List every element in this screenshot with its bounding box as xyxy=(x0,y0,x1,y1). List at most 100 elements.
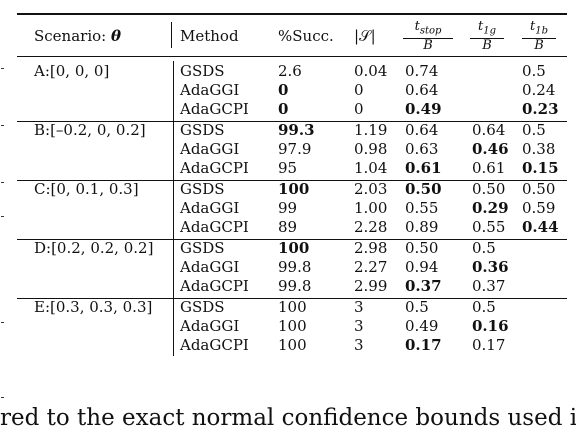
table-cell-method: AdaGCPI xyxy=(180,336,249,354)
scenario-label: A:[0, 0, 0] xyxy=(34,62,110,80)
table-cell-s: 2.27 xyxy=(354,258,388,276)
scenario-label: D:[0.2, 0.2, 0.2] xyxy=(34,239,154,257)
table-cell-succ: 100 xyxy=(278,180,310,198)
header-scenario: Scenario: θ xyxy=(34,27,121,45)
table-cell-t1g: 0.46 xyxy=(472,140,509,158)
table-cell-t1g: 0.64 xyxy=(472,121,506,139)
group-vertical-rule xyxy=(173,179,174,238)
table-cell-t1b: 0.5 xyxy=(522,62,546,80)
table-cell-method: GSDS xyxy=(180,180,225,198)
table-cell-succ: 97.9 xyxy=(278,140,312,158)
table-cell-method: GSDS xyxy=(180,239,225,257)
table-cell-s: 3 xyxy=(354,336,364,354)
header-t-1g-over-b: t1g B xyxy=(470,20,504,52)
table-cell-tstop: 0.74 xyxy=(405,62,439,80)
table-cell-tstop: 0.94 xyxy=(405,258,439,276)
table-cell-method: AdaGGI xyxy=(180,258,240,276)
table-cell-t1g: 0.17 xyxy=(472,336,506,354)
table-cell-s: 2.28 xyxy=(354,218,388,236)
table-cell-s: 0 xyxy=(354,100,364,118)
table-cell-t1b: 0.59 xyxy=(522,199,556,217)
table-cell-t1g: 0.37 xyxy=(472,277,506,295)
table-cell-tstop: 0.64 xyxy=(405,81,439,99)
header-vertical-rule xyxy=(171,22,172,48)
table-cell-method: AdaGGI xyxy=(180,199,240,217)
table-cell-t1b: 0.15 xyxy=(522,159,559,177)
scenario-label: E:[0.3, 0.3, 0.3] xyxy=(34,298,153,316)
group-vertical-rule xyxy=(173,238,174,297)
table-cell-t1b: 0.44 xyxy=(522,218,559,236)
body-text-fragment: red to the exact normal confidence bound… xyxy=(0,405,576,431)
table-cell-succ: 100 xyxy=(278,336,307,354)
table-cell-succ: 0 xyxy=(278,81,289,99)
table-cell-s: 0.04 xyxy=(354,62,388,80)
header-t-stop-over-b: tstop B xyxy=(403,20,453,52)
table-cell-succ: 99 xyxy=(278,199,298,217)
group-vertical-rule xyxy=(173,61,174,120)
table-cell-t1g: 0.5 xyxy=(472,239,496,257)
table-cell-t1g: 0.16 xyxy=(472,317,509,335)
table-cell-tstop: 0.37 xyxy=(405,277,442,295)
table-cell-t1b: 0.5 xyxy=(522,121,546,139)
table-cell-tstop: 0.17 xyxy=(405,336,442,354)
table-cell-t1b: 0.24 xyxy=(522,81,556,99)
table-cell-tstop: 0.64 xyxy=(405,121,439,139)
table-cell-method: AdaGGI xyxy=(180,140,240,158)
table-cell-method: AdaGGI xyxy=(180,317,240,335)
table-cell-s: 0.98 xyxy=(354,140,388,158)
table-top-rule xyxy=(17,13,567,15)
scenario-label: B:[–0.2, 0, 0.2] xyxy=(34,121,146,139)
table-cell-tstop: 0.49 xyxy=(405,317,439,335)
table-cell-tstop: 0.5 xyxy=(405,298,429,316)
table-cell-s: 3 xyxy=(354,298,364,316)
header-method: Method xyxy=(180,27,239,45)
table-cell-succ: 95 xyxy=(278,159,298,177)
table-cell-t1g: 0.36 xyxy=(472,258,509,276)
table-cell-method: GSDS xyxy=(180,121,225,139)
table-cell-s: 3 xyxy=(354,317,364,335)
group-vertical-rule xyxy=(173,297,174,356)
table-cell-succ: 99.8 xyxy=(278,258,312,276)
table-cell-s: 2.98 xyxy=(354,239,388,257)
table-cell-t1g: 0.55 xyxy=(472,218,506,236)
table-cell-tstop: 0.50 xyxy=(405,239,439,257)
table-cell-succ: 100 xyxy=(278,317,307,335)
group-bottom-rule xyxy=(17,239,567,240)
table-cell-succ: 2.6 xyxy=(278,62,302,80)
table-cell-method: AdaGGI xyxy=(180,81,240,99)
table-cell-method: AdaGCPI xyxy=(180,218,249,236)
header-set-size: |𝒮| xyxy=(354,27,376,45)
table-cell-tstop: 0.50 xyxy=(405,180,442,198)
margin-tick xyxy=(1,216,4,217)
table-cell-t1b: 0.23 xyxy=(522,100,559,118)
table-cell-s: 1.04 xyxy=(354,159,388,177)
table-cell-method: GSDS xyxy=(180,298,225,316)
margin-tick xyxy=(1,125,4,126)
header-success-percent: %Succ. xyxy=(278,27,334,45)
table-cell-tstop: 0.61 xyxy=(405,159,442,177)
table-cell-s: 2.03 xyxy=(354,180,388,198)
table-cell-method: AdaGCPI xyxy=(180,159,249,177)
header-bottom-rule xyxy=(17,56,567,57)
table-cell-tstop: 0.63 xyxy=(405,140,439,158)
group-bottom-rule xyxy=(17,180,567,181)
table-cell-s: 0 xyxy=(354,81,364,99)
table-cell-succ: 100 xyxy=(278,239,310,257)
table-cell-method: GSDS xyxy=(180,62,225,80)
table-cell-t1g: 0.50 xyxy=(472,180,506,198)
margin-tick xyxy=(1,322,4,323)
table-cell-succ: 0 xyxy=(278,100,289,118)
margin-tick xyxy=(1,397,4,398)
table-cell-t1g: 0.29 xyxy=(472,199,509,217)
group-bottom-rule xyxy=(17,121,567,122)
table-cell-method: AdaGCPI xyxy=(180,100,249,118)
table-cell-s: 2.99 xyxy=(354,277,388,295)
margin-tick xyxy=(1,182,4,183)
table-cell-succ: 100 xyxy=(278,298,307,316)
table-cell-method: AdaGCPI xyxy=(180,277,249,295)
table-cell-t1g: 0.5 xyxy=(472,298,496,316)
header-t-1b-over-b: t1b B xyxy=(522,20,556,52)
table-cell-t1g: 0.61 xyxy=(472,159,506,177)
table-cell-succ: 99.8 xyxy=(278,277,312,295)
table-cell-t1b: 0.50 xyxy=(522,180,556,198)
